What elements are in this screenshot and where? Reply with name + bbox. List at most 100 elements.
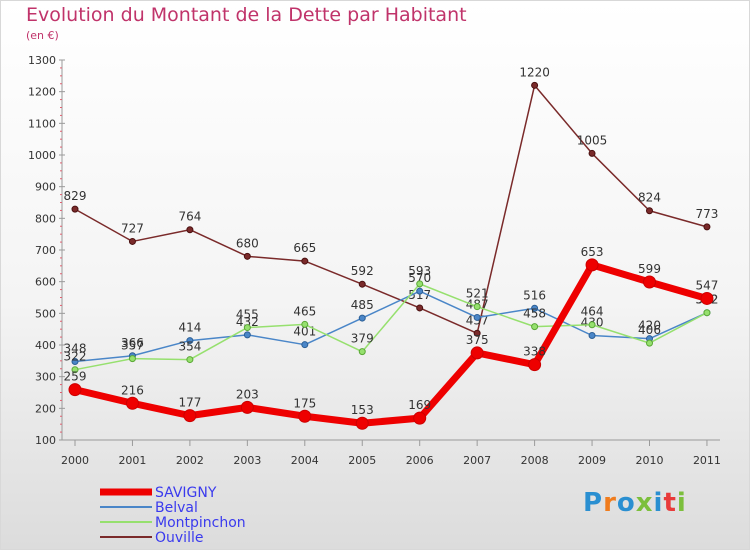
series-ouville: 82972776468066559251743712201005824773 <box>64 65 718 337</box>
data-label-savigny: 653 <box>581 245 604 259</box>
y-tick-label: 1300 <box>28 54 56 67</box>
x-tick-label: 2006 <box>406 454 434 467</box>
data-point-montpinchon <box>243 324 251 332</box>
data-label-savigny: 177 <box>178 396 201 410</box>
data-point-savigny <box>413 411 427 425</box>
data-point-ouville <box>128 237 136 245</box>
chart-title: Evolution du Montant de la Dette par Hab… <box>26 4 467 26</box>
series-line-belval <box>74 290 708 363</box>
x-tick-label: 2008 <box>521 454 549 467</box>
y-tick-label: 300 <box>35 371 56 384</box>
x-tick-label: 2001 <box>118 454 146 467</box>
data-point-montpinchon <box>703 309 711 317</box>
data-point-savigny <box>68 383 82 397</box>
data-label-ouville: 665 <box>293 241 316 255</box>
data-label-savigny: 338 <box>523 345 546 359</box>
data-label-montpinchon: 521 <box>466 287 489 301</box>
data-point-belval <box>416 287 424 295</box>
data-point-montpinchon <box>531 323 539 331</box>
series-savigny: 259 216 177 203 175 153 169 375 338 653 599 547 <box>64 245 718 430</box>
y-tick-label: 1000 <box>28 149 56 162</box>
data-label-montpinchon: 322 <box>64 350 87 364</box>
data-point-montpinchon <box>358 348 366 356</box>
data-point-ouville <box>71 205 79 213</box>
data-label-savigny: 599 <box>638 262 661 276</box>
y-tick-label: 400 <box>35 339 56 352</box>
data-point-ouville <box>301 257 309 265</box>
data-point-savigny <box>528 358 542 372</box>
data-point-savigny <box>643 275 656 289</box>
data-point-belval <box>71 357 79 365</box>
data-label-savigny: 153 <box>351 403 374 417</box>
legend-label-ouville: Ouville <box>155 530 203 546</box>
data-label-savigny: 375 <box>466 333 489 347</box>
data-point-montpinchon <box>473 303 481 311</box>
data-label-ouville: 592 <box>351 264 374 278</box>
data-point-savigny <box>470 346 484 360</box>
data-label-montpinchon: 406 <box>638 323 661 337</box>
data-label-belval: 432 <box>236 315 259 329</box>
data-point-montpinchon <box>71 366 79 374</box>
x-tick-label: 2000 <box>61 454 89 467</box>
data-point-montpinchon <box>646 339 653 347</box>
x-tick-label: 2007 <box>463 454 491 467</box>
data-label-ouville: 727 <box>121 221 144 235</box>
data-point-belval <box>243 331 251 339</box>
data-point-belval <box>588 332 596 339</box>
data-label-montpinchon: 455 <box>236 308 259 322</box>
y-tick-label: 600 <box>35 276 56 289</box>
data-point-belval <box>186 337 194 345</box>
data-point-ouville <box>703 223 711 231</box>
data-point-montpinchon <box>128 355 136 363</box>
series-line-ouville <box>74 84 708 335</box>
data-label-savigny: 547 <box>695 278 718 292</box>
data-point-ouville <box>243 252 251 260</box>
data-label-savigny: 203 <box>236 387 259 401</box>
data-label-ouville: 824 <box>638 191 661 205</box>
y-tick-label: 800 <box>35 212 56 225</box>
data-label-belval: 485 <box>351 298 374 312</box>
data-point-ouville <box>186 226 194 234</box>
data-label-montpinchon: 465 <box>293 304 316 318</box>
y-tick-label: 900 <box>35 181 56 194</box>
data-label-belval: 516 <box>523 288 546 302</box>
data-label-belval: 420 <box>638 319 661 333</box>
data-label-ouville: 764 <box>178 210 201 224</box>
data-point-ouville <box>588 149 596 157</box>
data-point-savigny <box>298 409 312 423</box>
y-tick-label: 700 <box>35 244 56 257</box>
data-label-belval: 401 <box>293 325 316 339</box>
x-tick-label: 2005 <box>348 454 376 467</box>
data-point-savigny <box>700 291 714 305</box>
data-point-ouville <box>473 329 481 337</box>
data-label-savigny: 259 <box>64 370 87 384</box>
data-point-montpinchon <box>301 320 309 328</box>
data-label-montpinchon: 593 <box>408 264 431 278</box>
y-tick-label: 1100 <box>28 117 56 130</box>
y-tick-label: 500 <box>35 307 56 320</box>
data-point-belval <box>531 304 539 312</box>
data-label-belval: 570 <box>408 271 431 285</box>
x-tick-label: 2003 <box>233 454 261 467</box>
legend-label-belval: Belval <box>155 500 198 516</box>
data-point-savigny <box>240 400 254 414</box>
data-point-ouville <box>531 81 539 89</box>
data-label-belval: 414 <box>178 321 201 335</box>
data-label-ouville: 1005 <box>577 133 608 147</box>
data-point-savigny <box>183 409 197 423</box>
data-label-ouville: 773 <box>695 207 718 221</box>
data-point-ouville <box>646 207 653 215</box>
y-tick-label: 100 <box>35 434 56 447</box>
data-point-savigny <box>585 258 599 272</box>
data-label-savigny: 216 <box>121 383 144 397</box>
data-point-montpinchon <box>588 321 596 329</box>
data-label-ouville: 829 <box>64 189 87 203</box>
data-label-belval: 348 <box>64 341 87 355</box>
data-label-ouville: 680 <box>236 236 259 250</box>
series-line-montpinchon <box>74 283 708 371</box>
data-point-savigny <box>125 396 139 410</box>
proxiti-logo: Proxiti <box>583 488 687 518</box>
legend-label-montpinchon: Montpinchon <box>155 515 246 531</box>
